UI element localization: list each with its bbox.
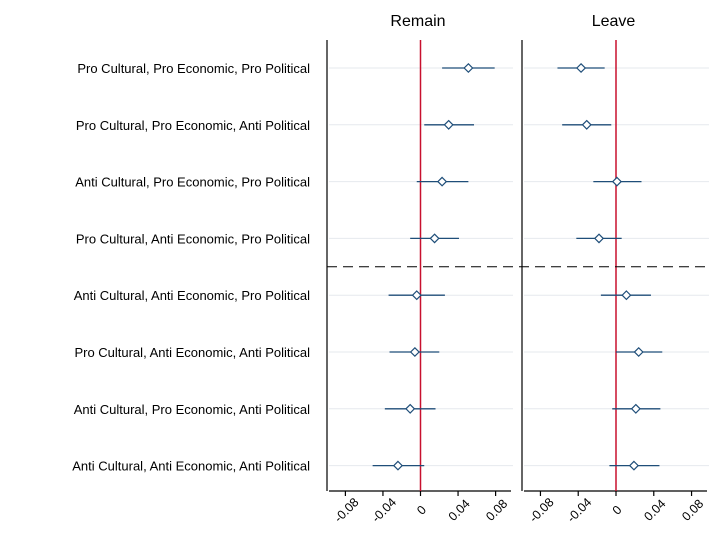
x-tick-label: 0.04 <box>446 497 473 524</box>
point-estimate-remain <box>464 64 472 72</box>
point-estimate-remain <box>406 405 414 413</box>
point-estimate-leave <box>632 405 640 413</box>
category-label: Pro Cultural, Anti Economic, Pro Politic… <box>76 231 310 246</box>
category-label: Pro Cultural, Pro Economic, Pro Politica… <box>77 61 310 76</box>
point-estimate-leave <box>630 461 638 469</box>
point-estimate-remain <box>413 291 421 299</box>
category-label: Anti Cultural, Anti Economic, Pro Politi… <box>74 288 310 303</box>
point-estimate-leave <box>613 177 621 185</box>
point-estimate-remain <box>430 234 438 242</box>
point-estimate-remain <box>444 121 452 129</box>
x-tick-label: -0.08 <box>332 495 362 525</box>
point-estimate-leave <box>577 64 585 72</box>
category-label: Pro Cultural, Anti Economic, Anti Politi… <box>74 345 310 360</box>
category-labels: Pro Cultural, Pro Economic, Pro Politica… <box>72 61 310 474</box>
x-tick-label: 0.08 <box>483 497 510 524</box>
axes: -0.08 -0.04 0 0.04 0.08 -0.08 -0.04 0 0.04 0.08 <box>327 40 707 525</box>
category-label: Anti Cultural, Pro Economic, Pro Politic… <box>75 175 310 190</box>
zero-lines <box>421 40 617 491</box>
x-tick-label: 0.08 <box>679 497 706 524</box>
point-estimate-leave <box>622 291 630 299</box>
point-estimate-leave <box>583 121 591 129</box>
panel-titles: Remain Leave <box>390 13 635 30</box>
point-estimate-leave <box>595 234 603 242</box>
x-tick-label: 0 <box>610 503 625 518</box>
panel-title-leave: Leave <box>592 13 636 30</box>
panel-title-remain: Remain <box>390 13 445 30</box>
point-estimate-remain <box>411 348 419 356</box>
x-tick-label: -0.04 <box>369 495 399 525</box>
x-tick-label: 0.04 <box>641 497 668 524</box>
x-tick-label: 0 <box>414 503 429 518</box>
x-tick-label: -0.04 <box>564 495 594 525</box>
x-tick-label: -0.08 <box>527 495 557 525</box>
point-estimate-leave <box>634 348 642 356</box>
point-estimate-remain <box>394 461 402 469</box>
category-label: Anti Cultural, Anti Economic, Anti Polit… <box>72 459 310 474</box>
category-label: Anti Cultural, Pro Economic, Anti Politi… <box>74 402 310 417</box>
category-label: Pro Cultural, Pro Economic, Anti Politic… <box>76 118 310 133</box>
point-estimate-remain <box>438 177 446 185</box>
